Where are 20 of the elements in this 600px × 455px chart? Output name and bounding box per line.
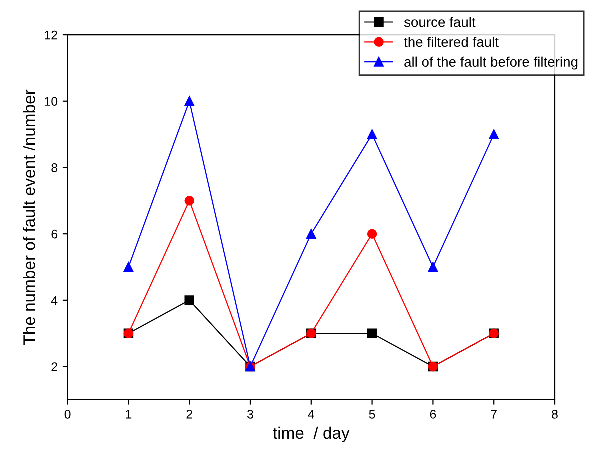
legend-label: source fault: [404, 17, 476, 28]
y-tick-label: 10: [45, 97, 58, 106]
y-tick-label: 8: [52, 164, 58, 172]
x-tick-label: 1: [126, 410, 132, 419]
x-tick-label: 7: [491, 410, 497, 419]
y-tick-label: 4: [51, 296, 58, 305]
x-tick-label: 2: [186, 410, 192, 419]
x-tick-label: 0: [64, 410, 71, 419]
x-axis-title: time / day: [273, 426, 350, 442]
y-tick-label: 2: [52, 362, 58, 372]
y-tick-label: 6: [52, 230, 58, 239]
y-axis-title: The number of fault event /number: [23, 90, 36, 345]
x-tick-label: 5: [369, 410, 376, 419]
y-tick-label: 12: [45, 30, 58, 40]
legend-label: the filtered fault: [404, 36, 499, 48]
x-tick-label: 6: [430, 410, 436, 419]
x-tick-label: 3: [248, 410, 254, 419]
x-tick-label: 4: [308, 410, 315, 419]
x-tick-label: 8: [552, 410, 558, 419]
legend-label: all of the fault before filtering: [404, 56, 578, 70]
